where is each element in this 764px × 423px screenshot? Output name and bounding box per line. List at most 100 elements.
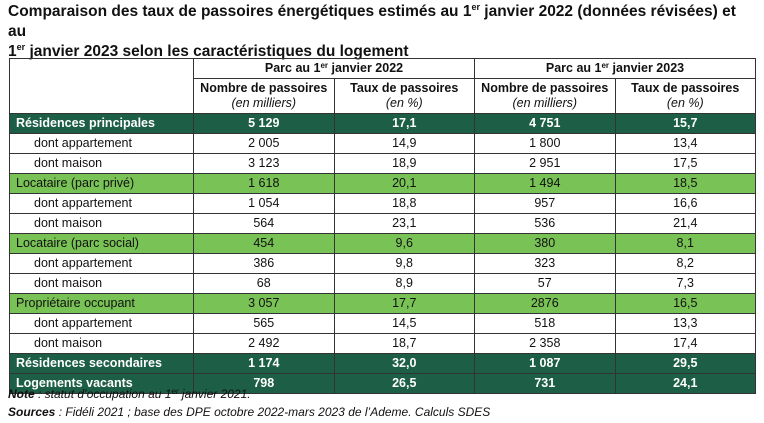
cell-value: 798 xyxy=(193,373,335,394)
header-nombre-2022: Nombre de passoires xyxy=(193,78,335,96)
cell-value: 380 xyxy=(474,233,616,254)
cell-value: 24,1 xyxy=(614,373,756,394)
page-title: Comparaison des taux de passoires énergé… xyxy=(8,2,758,62)
cell-value: 2876 xyxy=(474,293,616,314)
title-text: 1 xyxy=(8,43,17,60)
table-row: dont appartement 565 14,5 518 13,3 xyxy=(9,313,756,334)
title-sup: er xyxy=(471,2,480,12)
row-label: Logements vacants xyxy=(9,373,194,394)
row-label: Propriétaire occupant xyxy=(9,293,194,314)
header-unit-row: (en milliers) (en %) (en milliers) (en %… xyxy=(10,96,756,114)
cell-value: 17,5 xyxy=(614,153,756,174)
cell-value: 8,2 xyxy=(614,253,756,274)
title-sup: er xyxy=(16,42,26,52)
unit-nombre-2023: (en milliers) xyxy=(474,96,616,114)
cell-value: 18,7 xyxy=(333,333,475,354)
sources-label: Sources xyxy=(8,405,56,419)
cell-value: 564 xyxy=(193,213,335,234)
row-label: dont maison xyxy=(9,213,194,234)
cell-value: 17,7 xyxy=(333,293,475,314)
note-text: janvier 2021. xyxy=(178,387,251,401)
cell-value: 5 129 xyxy=(193,113,335,134)
cell-value: 68 xyxy=(193,273,335,294)
title-text: Comparaison des taux de passoires énergé… xyxy=(8,3,472,20)
cell-value: 16,5 xyxy=(614,293,756,314)
cell-value: 9,6 xyxy=(333,233,475,254)
header-2022: Parc au 1er janvier 2022 xyxy=(193,58,475,79)
cell-value: 536 xyxy=(474,213,616,234)
cell-value: 18,8 xyxy=(333,193,475,214)
footnotes: Note : statut d’occupation au 1er janvie… xyxy=(8,385,490,421)
cell-value: 1 054 xyxy=(193,193,335,214)
sources-text: : Fidéli 2021 ; base des DPE octobre 202… xyxy=(55,405,491,419)
row-label: dont appartement xyxy=(9,253,194,274)
row-label: dont appartement xyxy=(9,193,194,214)
table-row: dont maison 68 8,9 57 7,3 xyxy=(9,273,756,294)
row-label: dont maison xyxy=(9,153,194,174)
cell-value: 29,5 xyxy=(614,353,756,374)
table-row: dont maison 564 23,1 536 21,4 xyxy=(9,213,756,234)
cell-value: 14,9 xyxy=(333,133,475,154)
row-label: dont maison xyxy=(9,273,194,294)
header-nombre-2023: Nombre de passoires xyxy=(474,78,616,96)
cell-value: 20,1 xyxy=(333,173,475,194)
cell-value: 21,4 xyxy=(614,213,756,234)
row-label: dont appartement xyxy=(9,133,194,154)
row-label: Résidences secondaires xyxy=(9,353,194,374)
note-line: Note : statut d’occupation au 1er janvie… xyxy=(8,385,490,403)
table-row: Locataire (parc social) 454 9,6 380 8,1 xyxy=(9,233,756,254)
cell-value: 18,9 xyxy=(333,153,475,174)
header-taux-2023: Taux de passoires xyxy=(614,78,756,96)
title-text: janvier 2023 selon les caractéristiques … xyxy=(25,43,409,60)
table-row: dont appartement 2 005 14,9 1 800 13,4 xyxy=(9,133,756,154)
cell-value: 13,4 xyxy=(614,133,756,154)
cell-value: 18,5 xyxy=(614,173,756,194)
cell-value: 7,3 xyxy=(614,273,756,294)
row-label: dont maison xyxy=(9,333,194,354)
row-label: Locataire (parc privé) xyxy=(9,173,194,194)
cell-value: 3 123 xyxy=(193,153,335,174)
cell-value: 17,1 xyxy=(333,113,475,134)
table-row: Logements vacants 798 26,5 731 24,1 xyxy=(9,373,756,394)
cell-value: 386 xyxy=(193,253,335,274)
cell-value: 26,5 xyxy=(333,373,475,394)
cell-value: 1 174 xyxy=(193,353,335,374)
unit-nombre-2022: (en milliers) xyxy=(193,96,335,114)
data-table: Parc au 1er janvier 2022 Parc au 1er jan… xyxy=(9,58,756,394)
cell-value: 23,1 xyxy=(333,213,475,234)
cell-value: 323 xyxy=(474,253,616,274)
cell-value: 2 951 xyxy=(474,153,616,174)
table-row: dont maison 2 492 18,7 2 358 17,4 xyxy=(9,333,756,354)
row-label: Locataire (parc social) xyxy=(9,233,194,254)
row-label: Résidences principales xyxy=(9,113,194,134)
cell-value: 8,9 xyxy=(333,273,475,294)
note-label: Note xyxy=(8,387,35,401)
sources-line: Sources : Fidéli 2021 ; base des DPE oct… xyxy=(8,403,490,421)
title-text: janvier 2022 (données révisées) et au xyxy=(8,3,736,40)
header-col-row: Nombre de passoires Taux de passoires No… xyxy=(10,78,756,96)
table-row: dont maison 3 123 18,9 2 951 17,5 xyxy=(9,153,756,174)
cell-value: 17,4 xyxy=(614,333,756,354)
cell-value: 16,6 xyxy=(614,193,756,214)
cell-value: 454 xyxy=(193,233,335,254)
cell-value: 731 xyxy=(474,373,616,394)
table-row: Résidences principales 5 129 17,1 4 751 … xyxy=(9,113,756,134)
cell-value: 2 358 xyxy=(474,333,616,354)
table-row: Propriétaire occupant 3 057 17,7 2876 16… xyxy=(9,293,756,314)
cell-value: 15,7 xyxy=(614,113,756,134)
cell-value: 2 005 xyxy=(193,133,335,154)
table-row: dont appartement 1 054 18,8 957 16,6 xyxy=(9,193,756,214)
cell-value: 2 492 xyxy=(193,333,335,354)
unit-taux-2023: (en %) xyxy=(614,96,756,114)
cell-value: 3 057 xyxy=(193,293,335,314)
header-2023: Parc au 1er janvier 2023 xyxy=(474,58,756,79)
cell-value: 4 751 xyxy=(474,113,616,134)
cell-value: 1 800 xyxy=(474,133,616,154)
table-row: Locataire (parc privé) 1 618 20,1 1 494 … xyxy=(9,173,756,194)
table-row: Résidences secondaires 1 174 32,0 1 087 … xyxy=(9,353,756,374)
header-group-row: Parc au 1er janvier 2022 Parc au 1er jan… xyxy=(9,58,756,114)
cell-value: 13,3 xyxy=(614,313,756,334)
unit-taux-2022: (en %) xyxy=(333,96,475,114)
cell-value: 565 xyxy=(193,313,335,334)
note-sup: er xyxy=(171,387,179,396)
